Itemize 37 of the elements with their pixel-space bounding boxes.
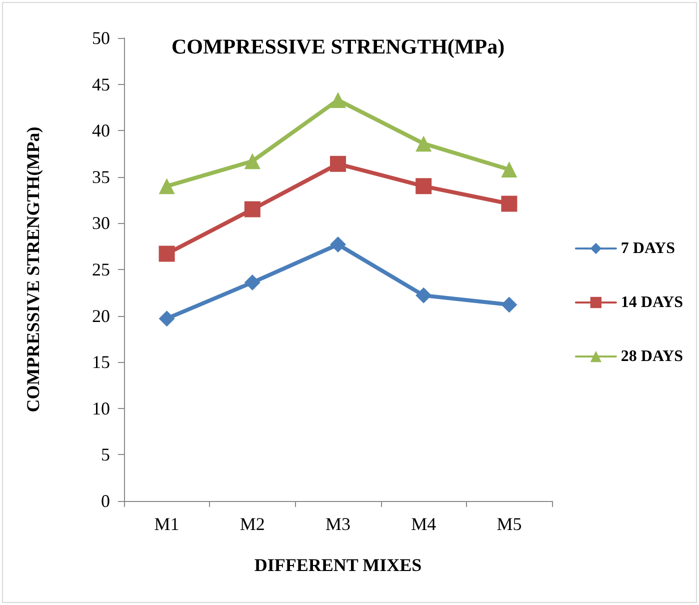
point	[158, 310, 175, 327]
y-tick-label: 20	[92, 306, 110, 326]
point	[158, 178, 175, 194]
y-tick-label: 0	[101, 491, 110, 511]
legend-label: 28 DAYS	[620, 348, 684, 365]
point	[416, 136, 432, 152]
y-tick-label: 25	[92, 260, 110, 280]
point	[501, 196, 518, 212]
point	[416, 178, 432, 194]
x-axis-title: DIFFERENT MIXES	[254, 555, 422, 575]
point	[158, 246, 175, 262]
y-tick-label: 40	[92, 120, 110, 141]
point	[244, 274, 260, 290]
y-tick-label: 15	[92, 352, 110, 372]
y-tick-label: 35	[92, 166, 110, 187]
x-tick-label: M1	[154, 514, 180, 534]
y-tick-label: 45	[92, 74, 110, 94]
y-tick-label: 30	[92, 213, 110, 234]
legend-label: 14 DAYS	[620, 294, 684, 311]
x-tick-label: M2	[240, 514, 265, 534]
point	[244, 153, 260, 170]
y-tick-label: 5	[101, 444, 110, 465]
point	[330, 92, 346, 108]
chart-title: COMPRESSIVE STRENGTH(MPa)	[171, 34, 505, 58]
x-tick-label: M5	[496, 514, 522, 534]
x-tick-label: M4	[411, 514, 436, 534]
point	[501, 296, 518, 313]
x-tick-label: M3	[325, 514, 351, 534]
point	[416, 287, 432, 304]
point	[330, 156, 346, 172]
y-tick-label: 10	[92, 398, 110, 418]
point	[501, 161, 518, 178]
y-tick-label: 50	[92, 28, 110, 48]
legend-label: 7 DAYS	[620, 240, 676, 257]
point	[244, 201, 260, 218]
point	[330, 236, 346, 252]
y-axis-title: COMPRESSIVE STRENGTH(MPa)	[23, 126, 43, 412]
